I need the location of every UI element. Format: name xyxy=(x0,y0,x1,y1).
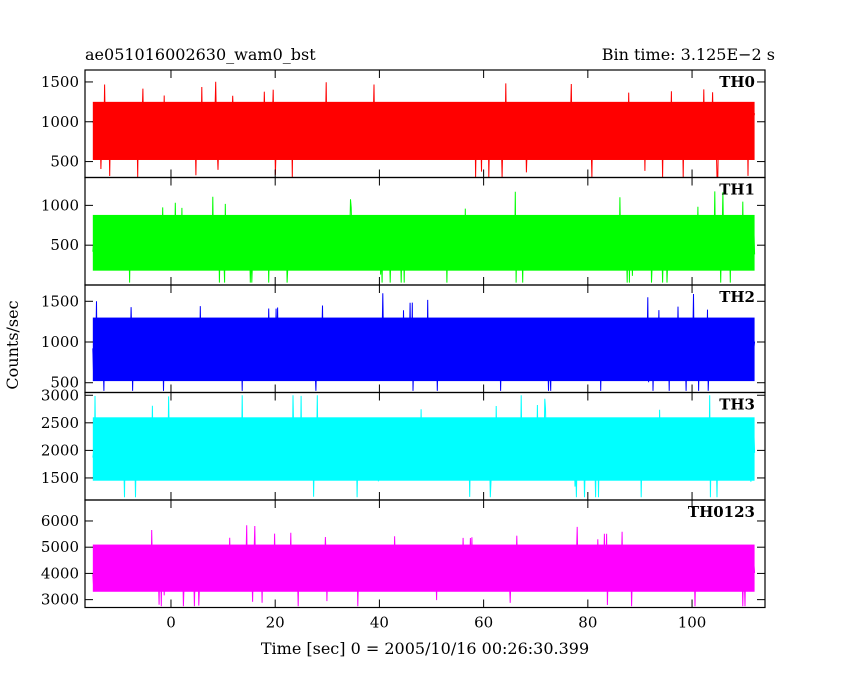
panel-th3: 1500 2000 2500 3000 TH3 xyxy=(41,386,766,501)
series-line-th0 xyxy=(92,81,756,178)
y-tick-label-th0: 500 xyxy=(50,153,79,171)
x-tick-label: 80 xyxy=(578,614,597,632)
panel-frame-th0123 xyxy=(84,499,766,609)
panel-th1: 500 1000 TH1 xyxy=(41,176,766,286)
panel-label-th0: TH0 xyxy=(719,73,755,91)
y-axis-label: Counts/sec xyxy=(3,300,22,389)
panel-label-th2: TH2 xyxy=(719,288,755,306)
x-tick-label: 60 xyxy=(474,614,493,632)
x-tick-label: 20 xyxy=(266,614,285,632)
x-tick-label: 100 xyxy=(678,614,707,632)
y-tick-label-th3: 1500 xyxy=(41,469,79,487)
object-title: ae051016002630_wam0_bst xyxy=(85,45,316,64)
y-tick-label-th2: 500 xyxy=(50,374,79,392)
y-tick-label-th0: 1500 xyxy=(41,73,79,91)
panel-th2: 500 1000 1500 TH2 xyxy=(41,284,766,394)
x-axis-label: Time [sec] 0 = 2005/10/16 00:26:30.399 xyxy=(261,639,589,658)
y-tick-label-th3: 2500 xyxy=(41,414,79,432)
y-tick-label-th0123: 4000 xyxy=(41,564,79,582)
panel-th0123: 3000 4000 5000 6000 TH0123 xyxy=(41,499,766,609)
y-tick-label-th0: 1000 xyxy=(41,113,79,131)
y-tick-label-th2: 1000 xyxy=(41,333,79,351)
y-tick-label-th3: 2000 xyxy=(41,441,79,459)
panel-label-th3: TH3 xyxy=(719,396,755,414)
y-tick-label-th0123: 6000 xyxy=(41,512,79,530)
y-tick-label-th3: 3000 xyxy=(41,386,79,404)
y-tick-label-th1: 500 xyxy=(50,236,79,254)
y-tick-label-th0123: 5000 xyxy=(41,538,79,556)
panel-label-th1: TH1 xyxy=(719,181,755,199)
bin-time-label: Bin time: 3.125E−2 s xyxy=(602,45,775,64)
y-tick-label-th1: 1000 xyxy=(41,196,79,214)
series-line-th3 xyxy=(92,395,756,498)
series-line-th1 xyxy=(92,191,756,283)
y-tick-label-th2: 1500 xyxy=(41,292,79,310)
y-tick-label-th0123: 3000 xyxy=(41,591,79,609)
series-line-th2 xyxy=(92,293,756,391)
x-tick-label: 40 xyxy=(370,614,389,632)
panel-th0: 500 1000 1500 TH0 xyxy=(41,69,766,179)
panel-label-th0123: TH0123 xyxy=(688,503,755,521)
x-tick-label: 0 xyxy=(166,614,176,632)
series-line-th0123 xyxy=(92,525,756,607)
